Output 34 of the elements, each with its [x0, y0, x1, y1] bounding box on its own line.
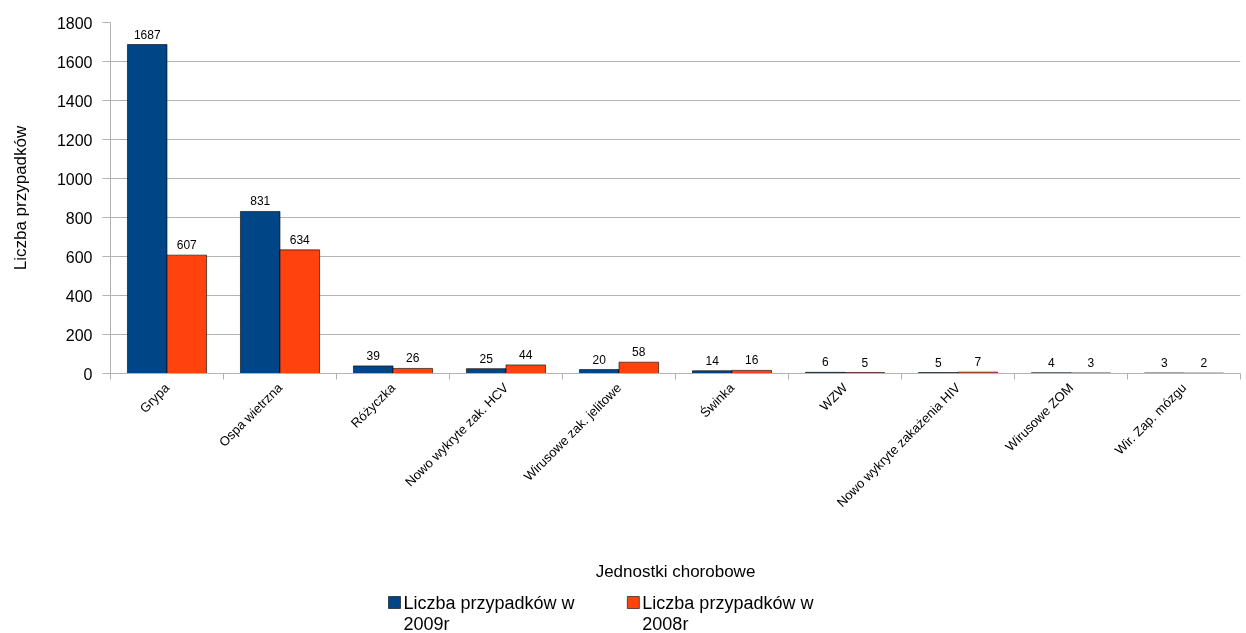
data-label: 14 [705, 353, 720, 368]
data-label: 5 [934, 355, 942, 370]
data-label: 4 [1047, 355, 1055, 370]
data-label: 44 [519, 347, 533, 362]
y-tick-label: 800 [65, 209, 93, 227]
data-label: 3 [1160, 355, 1168, 370]
x-axis-title: Jednostki chorobowe [595, 562, 756, 582]
data-label: 2 [1200, 356, 1208, 371]
data-label: 3 [1087, 355, 1095, 370]
data-label: 831 [250, 194, 271, 209]
legend-label: Liczba przypadków w 2009r [403, 592, 576, 633]
y-axis-title: Liczba przypadków [10, 124, 30, 271]
data-label: 26 [406, 351, 420, 366]
data-label: 16 [745, 353, 759, 368]
y-tick-label: 1200 [56, 131, 93, 149]
y-tick-label: 1800 [56, 14, 93, 32]
data-label: 1687 [133, 27, 161, 42]
data-label: 6 [821, 355, 829, 370]
data-label: 634 [289, 232, 311, 247]
y-tick-label: 1400 [56, 92, 93, 110]
y-tick-label: 1600 [56, 53, 93, 71]
data-label: 39 [366, 348, 381, 363]
data-label: 20 [592, 352, 607, 367]
y-tick-label: 200 [65, 326, 93, 344]
legend-label: Liczba przypadków w 2008r [642, 592, 815, 633]
y-tick-label: 1000 [56, 170, 93, 188]
data-label: 25 [479, 351, 494, 366]
y-tick-label: 400 [65, 287, 93, 305]
y-tick-label: 600 [65, 248, 93, 266]
data-label: 7 [974, 355, 982, 370]
data-label: 58 [632, 345, 646, 360]
y-tick-label: 0 [83, 365, 93, 383]
data-label: 607 [176, 238, 198, 253]
data-label: 5 [861, 355, 869, 370]
